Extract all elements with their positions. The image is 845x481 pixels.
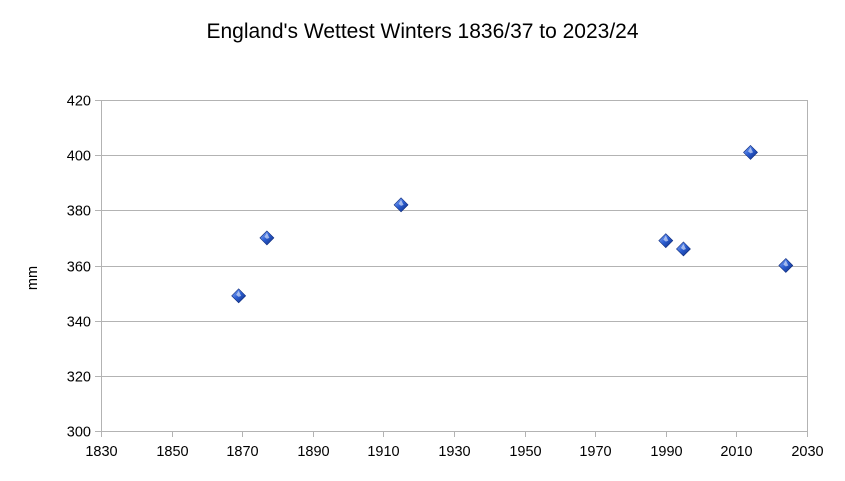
y-axis-title: mm — [25, 266, 41, 290]
x-tick-label-1870: 1870 — [226, 444, 258, 460]
data-point-1915 — [393, 197, 409, 213]
data-point-1869 — [231, 288, 247, 304]
y-tick-label-340: 340 — [67, 315, 91, 331]
x-tick-label-1970: 1970 — [579, 444, 611, 460]
x-tick-label-2030: 2030 — [791, 444, 823, 460]
data-point-2024 — [778, 258, 794, 273]
x-tick-label-1850: 1850 — [156, 444, 188, 460]
y-tick-label-320: 320 — [67, 370, 91, 386]
axes — [95, 100, 808, 437]
data-point-1990 — [658, 233, 674, 249]
x-tick-label-1890: 1890 — [297, 444, 329, 460]
data-point-1877 — [259, 230, 275, 246]
data-point-2014 — [743, 144, 758, 160]
y-tick-label-360: 360 — [67, 260, 91, 276]
data-points — [231, 144, 794, 304]
x-tick-label-1910: 1910 — [367, 444, 399, 460]
x-tick-label-1990: 1990 — [650, 444, 682, 460]
x-tick-label-1950: 1950 — [509, 444, 541, 460]
x-tick-label-2010: 2010 — [720, 444, 752, 460]
y-tick-label-300: 300 — [67, 425, 91, 441]
data-point-1995 — [676, 241, 691, 257]
y-tick-label-380: 380 — [67, 204, 91, 220]
tick-labels: 300 320 340 360 380 400 420 1830 1850 1870 1890 191… — [67, 94, 824, 461]
gridlines — [101, 100, 807, 377]
x-tick-label-1930: 1930 — [438, 444, 470, 460]
x-tick-label-1830: 1830 — [85, 444, 117, 460]
y-tick-label-420: 420 — [67, 94, 91, 110]
y-tick-label-400: 400 — [67, 149, 91, 165]
chart-title: England's Wettest Winters 1836/37 to 202… — [206, 20, 639, 43]
